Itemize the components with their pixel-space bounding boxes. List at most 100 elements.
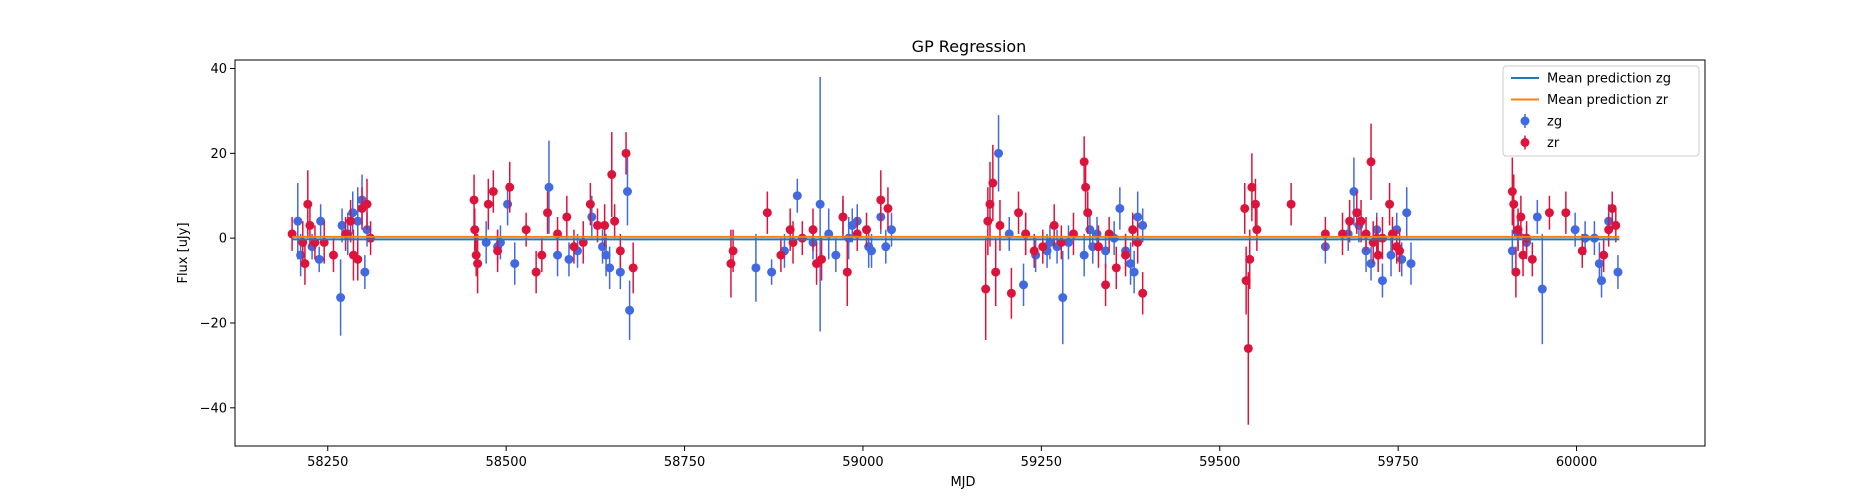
x-tick-label: 58500 — [485, 455, 526, 470]
data-point — [1128, 225, 1138, 235]
data-point — [593, 220, 603, 230]
data-point — [469, 195, 479, 205]
data-point — [531, 267, 541, 277]
data-point — [316, 216, 326, 226]
data-point — [983, 216, 993, 226]
data-point — [767, 267, 777, 277]
data-point — [1058, 293, 1068, 303]
data-point — [1126, 259, 1136, 269]
data-point — [1352, 208, 1362, 218]
data-point — [622, 186, 632, 196]
data-point — [615, 246, 625, 256]
data-point — [569, 242, 579, 252]
data-point — [1049, 220, 1059, 230]
data-point — [314, 254, 324, 264]
x-tick-label: 59000 — [842, 455, 883, 470]
data-point — [493, 246, 503, 256]
data-point — [1006, 288, 1016, 298]
data-point — [726, 259, 736, 269]
data-point — [876, 195, 886, 205]
data-point — [1111, 263, 1121, 273]
data-point — [625, 305, 635, 315]
data-point — [1079, 250, 1089, 260]
legend-marker-swatch — [1520, 138, 1530, 147]
data-point — [1544, 208, 1554, 218]
data-point — [1518, 250, 1528, 260]
data-point — [881, 242, 891, 252]
data-point — [1613, 267, 1623, 277]
data-point — [1081, 182, 1091, 192]
x-tick-label: 59750 — [1377, 455, 1418, 470]
data-point — [510, 259, 520, 269]
data-point — [1577, 246, 1587, 256]
data-point — [1597, 276, 1607, 286]
data-point — [585, 199, 595, 209]
data-point — [336, 293, 346, 303]
x-tick-label: 58250 — [307, 455, 348, 470]
data-point — [1019, 280, 1029, 290]
y-tick-label: 40 — [210, 62, 227, 77]
legend: Mean prediction zg Mean prediction zr zg zr — [1502, 65, 1700, 157]
y-tick-label: −40 — [200, 401, 227, 416]
data-point — [1245, 254, 1255, 264]
data-point — [1250, 199, 1260, 209]
data-point — [553, 250, 563, 260]
data-point — [1138, 220, 1148, 230]
y-tick-label: 0 — [219, 232, 227, 247]
data-point — [1377, 233, 1387, 243]
data-point — [1029, 246, 1039, 256]
data-point — [1243, 343, 1253, 353]
data-point — [1589, 233, 1599, 243]
data-point — [776, 250, 786, 260]
data-point — [353, 216, 363, 226]
data-point — [1252, 225, 1262, 235]
data-point — [1507, 246, 1517, 256]
data-point — [1507, 186, 1517, 196]
data-point — [598, 242, 607, 252]
data-point — [1402, 208, 1412, 218]
data-point — [817, 254, 827, 264]
data-point — [505, 182, 515, 192]
data-point — [471, 250, 481, 260]
data-point — [543, 208, 553, 218]
data-point — [296, 250, 306, 260]
data-point — [587, 212, 597, 222]
data-point — [808, 225, 818, 235]
data-point — [1133, 212, 1143, 222]
data-point — [1083, 208, 1093, 218]
data-point — [610, 216, 620, 226]
data-point — [1509, 199, 1519, 209]
data-point — [366, 233, 376, 243]
data-point — [521, 225, 531, 235]
y-tick-label: −20 — [200, 316, 227, 331]
data-point — [1516, 212, 1526, 222]
data-point — [994, 148, 1004, 158]
data-point — [293, 216, 303, 226]
data-point — [1522, 233, 1532, 243]
data-point — [1527, 254, 1537, 264]
data-point — [1115, 203, 1125, 213]
data-point — [360, 267, 370, 277]
data-point — [1356, 216, 1366, 226]
legend-marker-swatch — [1520, 116, 1530, 126]
data-point — [605, 263, 615, 273]
data-point — [346, 216, 356, 226]
data-point — [995, 220, 1005, 230]
data-point — [1607, 203, 1617, 213]
data-point — [1014, 208, 1024, 218]
data-point — [831, 250, 841, 260]
x-tick-label: 58750 — [664, 455, 705, 470]
data-point — [762, 208, 772, 218]
data-point — [1537, 284, 1547, 294]
legend-label: zr — [1547, 136, 1560, 151]
data-point — [862, 225, 872, 235]
data-point — [842, 267, 852, 277]
legend-box — [1502, 65, 1700, 157]
x-axis-label: MJD — [950, 475, 975, 490]
data-point — [615, 267, 625, 277]
data-point — [488, 186, 498, 196]
y-axis-label: Flux [uJy] — [176, 222, 191, 283]
data-point — [1511, 267, 1521, 277]
data-point — [473, 259, 483, 269]
